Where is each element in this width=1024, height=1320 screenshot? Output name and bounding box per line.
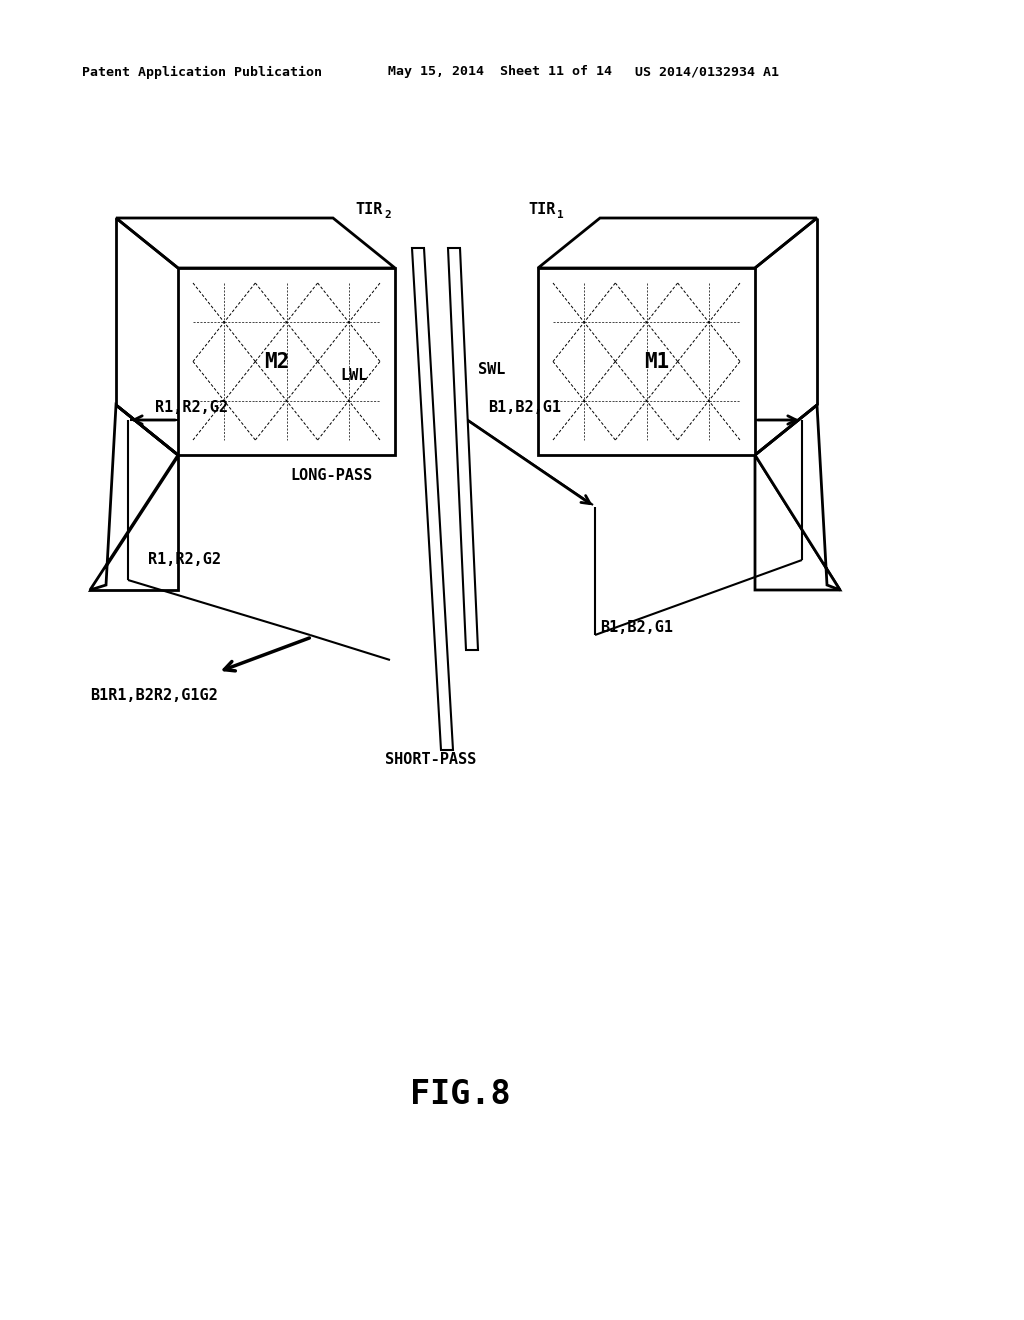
Text: FIG.8: FIG.8 bbox=[410, 1078, 510, 1111]
Text: R1,R2,G2: R1,R2,G2 bbox=[148, 553, 221, 568]
Text: M1: M1 bbox=[644, 351, 669, 371]
Text: TIR: TIR bbox=[528, 202, 555, 218]
Text: B1,B2,G1: B1,B2,G1 bbox=[600, 620, 673, 635]
Text: Patent Application Publication: Patent Application Publication bbox=[82, 66, 322, 78]
Polygon shape bbox=[90, 405, 178, 590]
Text: SHORT-PASS: SHORT-PASS bbox=[385, 752, 476, 767]
Polygon shape bbox=[538, 268, 755, 455]
Polygon shape bbox=[755, 405, 840, 590]
Text: M2: M2 bbox=[264, 351, 289, 371]
Polygon shape bbox=[178, 268, 395, 455]
Text: US 2014/0132934 A1: US 2014/0132934 A1 bbox=[635, 66, 779, 78]
Text: B1,B2,G1: B1,B2,G1 bbox=[488, 400, 561, 416]
Polygon shape bbox=[412, 248, 453, 750]
Polygon shape bbox=[90, 455, 178, 590]
Text: R1,R2,G2: R1,R2,G2 bbox=[155, 400, 228, 416]
Text: B1R1,B2R2,G1G2: B1R1,B2R2,G1G2 bbox=[90, 688, 218, 702]
Polygon shape bbox=[116, 218, 395, 268]
Text: SWL: SWL bbox=[478, 363, 506, 378]
Polygon shape bbox=[755, 455, 840, 590]
Polygon shape bbox=[449, 248, 478, 649]
Text: LWL: LWL bbox=[340, 367, 368, 383]
Text: LONG-PASS: LONG-PASS bbox=[290, 467, 372, 483]
Polygon shape bbox=[538, 218, 817, 268]
Text: 1: 1 bbox=[557, 210, 564, 220]
Text: 2: 2 bbox=[384, 210, 391, 220]
Text: May 15, 2014  Sheet 11 of 14: May 15, 2014 Sheet 11 of 14 bbox=[388, 66, 612, 78]
Text: TIR: TIR bbox=[355, 202, 382, 218]
